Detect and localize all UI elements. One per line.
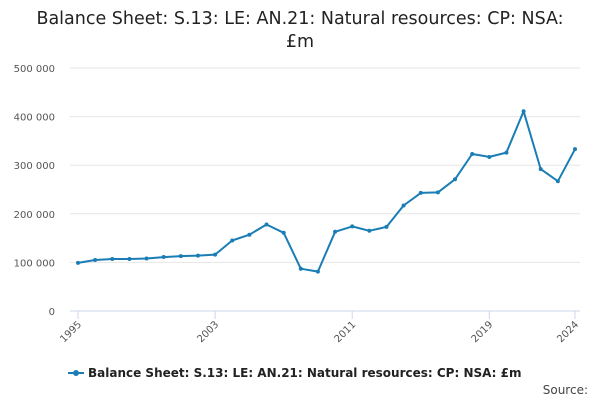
data-point[interactable]	[435, 190, 440, 195]
data-point[interactable]	[384, 224, 389, 229]
data-point[interactable]	[213, 252, 218, 257]
data-point[interactable]	[93, 257, 98, 262]
data-point[interactable]	[504, 150, 509, 155]
x-tick-label: 2003	[195, 319, 221, 345]
data-point[interactable]	[315, 269, 320, 274]
gridlines	[70, 67, 580, 263]
data-point[interactable]	[298, 266, 303, 271]
chart-title: Balance Sheet: S.13: LE: AN.21: Natural …	[36, 9, 564, 52]
data-point[interactable]	[110, 256, 115, 261]
data-point[interactable]	[127, 256, 132, 261]
x-tick-label: 2024	[555, 319, 581, 345]
y-tick-label: 200 000	[14, 210, 55, 221]
series-line	[76, 109, 577, 274]
x-axis: 1995 2003 2011 2019 2024	[58, 310, 581, 345]
data-point[interactable]	[230, 238, 235, 243]
data-point[interactable]	[401, 203, 406, 208]
legend-label: Balance Sheet: S.13: LE: AN.21: Natural …	[88, 366, 522, 380]
data-point[interactable]	[487, 154, 492, 159]
data-point[interactable]	[453, 177, 458, 182]
source-label: Source:	[542, 383, 588, 397]
data-point[interactable]	[418, 190, 423, 195]
data-point[interactable]	[573, 147, 577, 152]
y-tick-label: 400 000	[14, 113, 55, 124]
y-tick-label: 300 000	[14, 161, 55, 172]
series-line-path	[77, 110, 576, 273]
data-point[interactable]	[350, 224, 355, 229]
y-tick-label: 100 000	[14, 258, 55, 269]
data-point[interactable]	[367, 228, 372, 233]
data-point[interactable]	[144, 256, 149, 261]
y-tick-label: 500 000	[14, 64, 55, 75]
y-tick-label: 0	[49, 307, 55, 318]
data-point[interactable]	[264, 222, 269, 227]
data-point[interactable]	[555, 179, 560, 184]
data-point[interactable]	[521, 109, 526, 114]
x-tick-label: 2011	[333, 319, 359, 345]
x-tick-label: 1995	[58, 319, 84, 345]
y-axis-ticks: 0 100 000 200 000 300 000 400 000 500 000	[14, 64, 55, 318]
legend[interactable]: Balance Sheet: S.13: LE: AN.21: Natural …	[68, 366, 521, 380]
legend-swatch	[68, 370, 84, 376]
data-point[interactable]	[161, 255, 166, 260]
data-point[interactable]	[247, 232, 252, 237]
data-point[interactable]	[281, 230, 286, 235]
data-point[interactable]	[76, 260, 80, 265]
data-point[interactable]	[333, 229, 338, 234]
data-point[interactable]	[178, 254, 183, 259]
data-point[interactable]	[195, 253, 200, 258]
data-point[interactable]	[470, 152, 475, 157]
data-point[interactable]	[538, 167, 543, 172]
x-tick-label: 2019	[470, 319, 496, 345]
